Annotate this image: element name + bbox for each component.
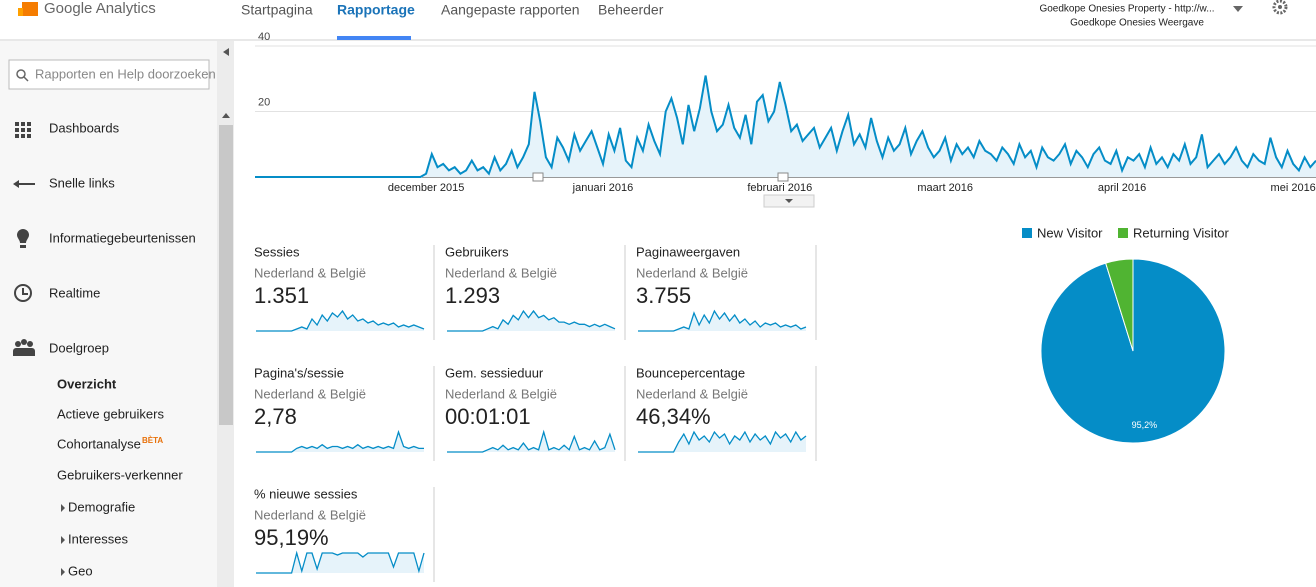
nav-item[interactable]: Dashboards <box>49 120 120 135</box>
card-segment: Nederland & België <box>254 507 366 522</box>
metric-cards: Sessies Nederland & België 1.351 Gebruikers… <box>254 244 817 582</box>
header <box>0 0 1316 40</box>
card-value: 46,34% <box>636 404 711 429</box>
card-segment: Nederland & België <box>636 386 748 401</box>
pie-slice <box>1105 258 1134 352</box>
sparkline <box>256 429 424 453</box>
card-segment: Nederland & België <box>254 386 366 401</box>
legend-swatch <box>1022 228 1032 238</box>
card-segment: Nederland & België <box>445 265 557 280</box>
sessions-chart: 20 40 december 2015 januari 2016 februari 20… <box>255 31 1316 194</box>
expand-arrow <box>61 536 65 544</box>
card-segment: Nederland & België <box>445 386 557 401</box>
x-tick-label: mei 2016 <box>1271 182 1316 194</box>
sparkline-area <box>638 311 806 331</box>
sparkline-area <box>447 432 615 452</box>
legend-label: New Visitor <box>1037 225 1103 240</box>
chart-toggle-arrow <box>785 199 793 203</box>
sparkline <box>638 430 807 453</box>
card-value: 95,19% <box>254 525 329 550</box>
sessions-area <box>255 75 1316 177</box>
sidebar <box>0 41 217 587</box>
card-title: Gem. sessieduur <box>445 365 544 380</box>
x-tick-label: april 2016 <box>1098 182 1146 194</box>
card-title: Sessies <box>254 244 300 259</box>
active-tab-indicator <box>337 36 411 40</box>
property: Goedkope Onesies Property - http://w... <box>1039 4 1214 15</box>
nav-subitem[interactable]: Actieve gebruikers <box>57 406 164 421</box>
search-placeholder: Rapporten en Help doorzoeken <box>35 66 216 81</box>
x-tick-label: februari 2016 <box>747 182 812 194</box>
legend-label: Returning Visitor <box>1133 225 1230 240</box>
scroll-up[interactable] <box>222 113 230 118</box>
card-value: 2,78 <box>254 404 297 429</box>
nav-subitem[interactable]: Interesses <box>68 531 128 546</box>
sparkline-area <box>638 432 806 452</box>
card-title: Paginaweergaven <box>636 244 740 259</box>
search-icon <box>23 76 29 82</box>
sessions-line <box>255 75 1316 178</box>
nav-item[interactable]: Snelle links <box>49 175 115 190</box>
nav-tab[interactable]: Aangepaste rapporten <box>441 2 580 18</box>
legend-swatch <box>1118 228 1128 238</box>
sparkline-area <box>447 311 615 331</box>
visitor-pie: 95,2% New Visitor Returning Visitor <box>1022 225 1230 444</box>
card-value: 00:01:01 <box>445 404 531 429</box>
x-tick-label: december 2015 <box>388 182 464 194</box>
nav-item[interactable]: Doelgroep <box>49 340 109 355</box>
card-title: Gebruikers <box>445 244 509 259</box>
card-value: 3.755 <box>636 283 691 308</box>
nav-subitem[interactable]: Overzicht <box>57 376 117 391</box>
nav-subitem[interactable]: Geo <box>68 563 93 578</box>
card-value: 1.293 <box>445 283 500 308</box>
sparkline <box>256 309 425 332</box>
nav-tab[interactable]: Beheerder <box>598 2 664 18</box>
sparkline-area <box>256 432 424 452</box>
beta-badge: BÈTA <box>142 436 163 445</box>
sparkline-area <box>256 553 424 573</box>
sparkline <box>638 309 807 332</box>
nav-item[interactable]: Informatiegebeurtenissen <box>49 230 196 245</box>
card-segment: Nederland & België <box>254 265 366 280</box>
nav-tab[interactable]: Rapportage <box>337 2 415 18</box>
x-tick-label: maart 2016 <box>917 182 973 194</box>
nav: Dashboards Snelle links Informatiegebeurte… <box>49 120 196 578</box>
x-tick-label: januari 2016 <box>572 182 634 194</box>
view: Goedkope Onesies Weergave <box>1070 18 1204 29</box>
pie-label: 95,2% <box>1132 420 1158 430</box>
logo-icon <box>18 2 38 16</box>
search-icon <box>16 69 26 79</box>
sparkline <box>447 309 616 332</box>
settings[interactable] <box>1272 0 1288 15</box>
search-box[interactable] <box>8 59 210 90</box>
sparkline <box>447 429 616 453</box>
card-title: Pagina's/sessie <box>254 365 344 380</box>
annotation-markers <box>532 172 789 182</box>
property-dropdown[interactable] <box>1233 6 1243 12</box>
logo: Google Analytics <box>44 0 156 17</box>
collapse-arrow[interactable] <box>223 48 229 56</box>
card-title: % nieuwe sessies <box>254 486 358 501</box>
expand-arrow <box>61 504 65 512</box>
y-tick-label: 20 <box>258 96 270 108</box>
nav-item[interactable]: Realtime <box>49 285 100 300</box>
nav-subitem[interactable]: Demografie <box>68 499 135 514</box>
sparkline-area <box>256 311 424 331</box>
y-tick-label: 40 <box>258 31 270 43</box>
expand-arrow <box>61 568 65 576</box>
card-segment: Nederland & België <box>636 265 748 280</box>
card-title: Bouncepercentage <box>636 365 745 380</box>
nav-tab[interactable]: Startpagina <box>241 2 313 18</box>
scroll-thumb[interactable] <box>219 125 233 425</box>
sparkline <box>256 550 425 574</box>
nav-subitem[interactable]: Gebruikers-verkenner <box>57 467 183 482</box>
card-value: 1.351 <box>254 283 309 308</box>
nav-subitem[interactable]: Cohortanalyse <box>57 436 141 451</box>
nav-icons <box>13 122 35 356</box>
